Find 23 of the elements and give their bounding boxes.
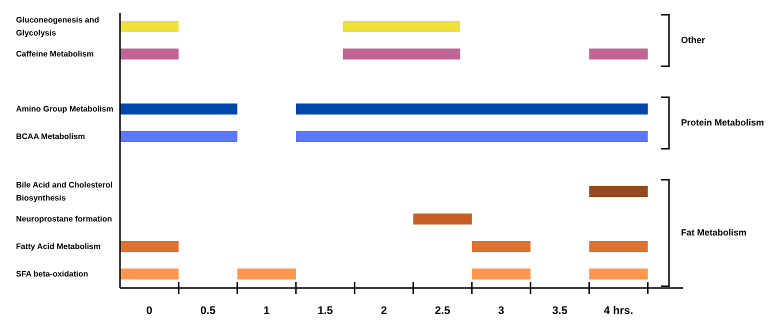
x-tick-label: 3.5: [552, 305, 568, 317]
y-tick-label: Fatty Acid Metabolism: [16, 242, 101, 251]
bar: [589, 268, 648, 280]
bar: [589, 186, 648, 197]
bar: [413, 214, 472, 224]
annotation: Protein Metabolism: [681, 117, 764, 128]
y-tick-label: SFA beta-oxidation: [16, 269, 88, 278]
x-tick-label: 0: [146, 305, 152, 317]
x-tick-label: 2.5: [434, 305, 450, 317]
y-tick-label: Bile Acid and Cholesterol Biosynthesis: [16, 180, 113, 202]
x-tick-label: 4 hrs.: [604, 305, 634, 317]
y-tick-label: BCAA Metabolism: [16, 132, 86, 141]
x-tick-label: 0.5: [200, 305, 216, 317]
y-tick-label: Caffeine Metabolism: [16, 49, 94, 58]
y-tick-label: Amino Group Metabolism: [16, 104, 114, 114]
annotation: Fat Metabolism: [681, 227, 747, 238]
y-tick-label: Gluconeogenesis and Glycolysis: [16, 15, 100, 38]
x-tick-label: 3: [498, 305, 504, 317]
x-tick-label: 1: [264, 305, 270, 317]
y-tick-label: Neuroprostane formation: [16, 214, 112, 224]
annotation: Other: [681, 34, 706, 45]
x-tick-label: 1.5: [318, 305, 333, 317]
x-tick-label: 2: [380, 305, 387, 317]
